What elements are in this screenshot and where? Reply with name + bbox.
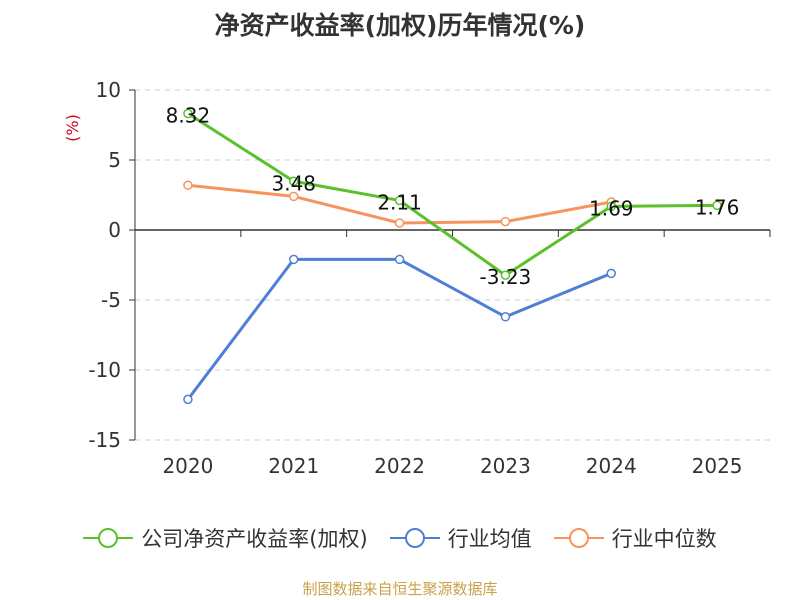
data-label: 8.32 bbox=[166, 104, 211, 128]
data-point bbox=[394, 218, 405, 228]
data-point bbox=[712, 200, 722, 211]
legend-item[interactable]: 行业中位数 bbox=[553, 523, 717, 553]
legend-item[interactable]: 公司净资产收益率(加权) bbox=[83, 523, 368, 553]
legend-marker-icon bbox=[83, 528, 134, 548]
y-tick-label: 10 bbox=[96, 78, 121, 102]
y-tick-label: 5 bbox=[108, 148, 121, 172]
y-tick-label: -15 bbox=[88, 428, 121, 452]
data-point bbox=[183, 180, 193, 190]
series-lines bbox=[183, 108, 722, 405]
data-point bbox=[183, 394, 193, 405]
data-point bbox=[394, 195, 405, 206]
legend-label: 行业均值 bbox=[447, 527, 532, 551]
data-point bbox=[394, 254, 405, 265]
data-point bbox=[289, 176, 299, 187]
data-point bbox=[289, 191, 299, 202]
data-labels: 8.32 3.48 2.11 -3.23 1.69 1.76 bbox=[166, 104, 740, 290]
x-tick-label: 2023 bbox=[480, 454, 531, 478]
legend-marker-icon bbox=[553, 528, 604, 548]
legend-item[interactable]: 行业均值 bbox=[389, 523, 532, 553]
data-point bbox=[500, 216, 511, 227]
data-point bbox=[606, 268, 616, 279]
x-tick-label: 2022 bbox=[374, 454, 425, 478]
series-line-1 bbox=[186, 257, 612, 401]
y-tick-label: -10 bbox=[88, 358, 121, 382]
data-label: 2.11 bbox=[377, 190, 422, 214]
data-label: -3.23 bbox=[480, 265, 532, 289]
data-label: 3.48 bbox=[271, 171, 316, 195]
source-note: 制图数据来自恒生聚源数据库 bbox=[302, 580, 498, 598]
legend-label: 公司净资产收益率(加权) bbox=[141, 527, 368, 551]
x-tick-label: 2024 bbox=[586, 454, 637, 478]
x-tick-label: 2025 bbox=[692, 454, 743, 478]
data-point bbox=[606, 201, 616, 212]
data-point bbox=[500, 312, 511, 322]
y-axis-label: (%) bbox=[63, 114, 82, 142]
x-tick-label: 2020 bbox=[162, 454, 213, 478]
axes: 10 5 0 -5 -10 -15 2020 2021 2022 2023 2024 2025 (%) bbox=[63, 78, 771, 478]
y-tick-label: 0 bbox=[108, 218, 121, 242]
x-tick-label: 2021 bbox=[268, 454, 319, 478]
data-label: 1.69 bbox=[589, 196, 634, 220]
legend: 公司净资产收益率(加权) 行业均值 行业中位数 bbox=[0, 518, 800, 558]
data-point bbox=[183, 108, 193, 119]
data-point bbox=[289, 254, 299, 265]
legend-label: 行业中位数 bbox=[611, 527, 717, 551]
data-point bbox=[500, 270, 511, 280]
legend-marker-icon bbox=[389, 528, 440, 548]
y-tick-label: -5 bbox=[101, 288, 121, 312]
chart-title: 净资产收益率(加权)历年情况(%) bbox=[214, 11, 586, 40]
data-label: 1.76 bbox=[695, 195, 740, 219]
series-line-0 bbox=[187, 112, 718, 277]
gridlines bbox=[135, 89, 770, 441]
